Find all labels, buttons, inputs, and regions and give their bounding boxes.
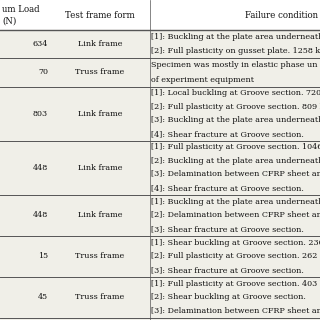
Bar — [0, 236, 320, 277]
Text: 448: 448 — [33, 211, 48, 219]
Text: Link frame: Link frame — [78, 211, 122, 219]
Text: Link frame: Link frame — [78, 109, 122, 117]
Text: 634: 634 — [33, 40, 48, 48]
Bar — [0, 277, 320, 318]
Text: [2]: Buckling at the plate area underneath dia: [2]: Buckling at the plate area undernea… — [151, 157, 320, 165]
Text: [1]: Shear buckling at Groove section. 230 k: [1]: Shear buckling at Groove section. 2… — [151, 239, 320, 247]
Text: 448: 448 — [33, 164, 48, 172]
Text: [1]: Full plasticity at Groove section. 403 kN: [1]: Full plasticity at Groove section. … — [151, 280, 320, 288]
Bar — [0, 59, 320, 86]
Text: [4]: Shear fracture at Groove section.: [4]: Shear fracture at Groove section. — [151, 130, 304, 138]
Text: [3]: Delamination between CFRP sheet and g: [3]: Delamination between CFRP sheet and… — [151, 171, 320, 179]
Text: 803: 803 — [33, 109, 48, 117]
Text: [3]: Shear fracture at Groove section.: [3]: Shear fracture at Groove section. — [151, 225, 304, 233]
Text: Specimen was mostly in elastic phase un: Specimen was mostly in elastic phase un — [151, 61, 317, 69]
Bar — [0, 140, 320, 195]
Bar — [0, 195, 320, 236]
Text: [2]: Shear buckling at Groove section.: [2]: Shear buckling at Groove section. — [151, 293, 306, 301]
Text: Link frame: Link frame — [78, 40, 122, 48]
Text: Failure condition: Failure condition — [245, 11, 318, 20]
Text: Truss frame: Truss frame — [76, 68, 124, 76]
Bar — [0, 86, 320, 140]
Text: [1]: Buckling at the plate area underneath dia: [1]: Buckling at the plate area undernea… — [151, 33, 320, 41]
Text: [2]: Full plasticity on gusset plate. 1258 kN: [2]: Full plasticity on gusset plate. 12… — [151, 47, 320, 55]
Bar — [0, 0, 320, 30]
Text: [2]: Full plasticity at Groove section. 262 kN: [2]: Full plasticity at Groove section. … — [151, 252, 320, 260]
Text: Truss frame: Truss frame — [76, 293, 124, 301]
Text: 15: 15 — [38, 252, 48, 260]
Text: [1]: Local buckling at Groove section. 720 k: [1]: Local buckling at Groove section. 7… — [151, 89, 320, 97]
Text: [2]: Delamination between CFRP sheet and g: [2]: Delamination between CFRP sheet and… — [151, 211, 320, 219]
Text: 70: 70 — [38, 68, 48, 76]
Text: [3]: Delamination between CFRP sheet and g: [3]: Delamination between CFRP sheet and… — [151, 307, 320, 315]
Text: Link frame: Link frame — [78, 164, 122, 172]
Bar — [0, 30, 320, 59]
Text: Test frame form: Test frame form — [65, 11, 135, 20]
Text: Truss frame: Truss frame — [76, 252, 124, 260]
Text: of experiment equipment: of experiment equipment — [151, 76, 254, 84]
Text: [3]: Shear fracture at Groove section.: [3]: Shear fracture at Groove section. — [151, 266, 304, 274]
Text: [1]: Buckling at the plate area underneath dia: [1]: Buckling at the plate area undernea… — [151, 197, 320, 205]
Text: 45: 45 — [38, 293, 48, 301]
Text: [1]: Full plasticity at Groove section. 1046 k: [1]: Full plasticity at Groove section. … — [151, 143, 320, 151]
Text: um Load
(N): um Load (N) — [2, 5, 40, 25]
Text: [3]: Buckling at the plate area underneath dia: [3]: Buckling at the plate area undernea… — [151, 116, 320, 124]
Text: [2]: Full plasticity at Groove section. 809 kN: [2]: Full plasticity at Groove section. … — [151, 103, 320, 111]
Text: [4]: Shear fracture at Groove section.: [4]: Shear fracture at Groove section. — [151, 184, 304, 192]
